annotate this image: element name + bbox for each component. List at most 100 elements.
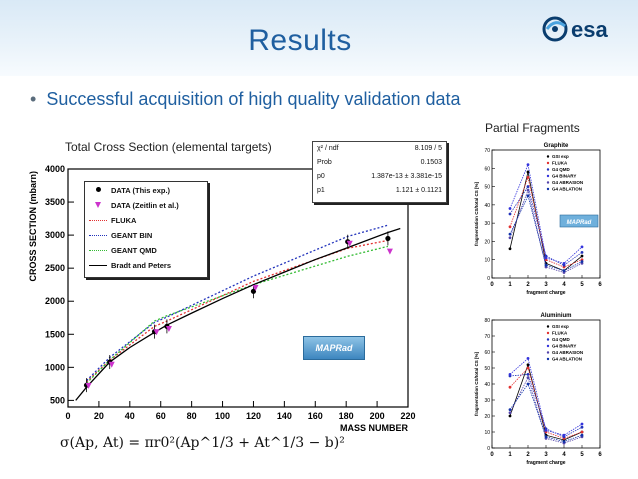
data-point [385,235,391,242]
y-tick-label: 2000 [45,296,65,306]
data-point [580,251,584,254]
legend-label: G4 ABRASION [552,350,583,355]
legend-label: G4 ABLATION [552,187,582,192]
x-tick-label: 6 [598,282,602,288]
x-tick-label: 140 [277,411,292,421]
y-tick-label: 0 [487,276,490,282]
legend-label: Bradt and Peters [111,261,172,270]
series-line [509,175,583,268]
legend-label: GEANT BIN [111,231,153,240]
x-tick-label: 4 [562,282,566,288]
data-point [526,194,530,198]
series-line [75,227,401,401]
bullet-dot-icon: • [30,89,37,109]
y-tick-label: 1500 [45,329,65,339]
stat-row: p0 1.387e-13 ± 3.381e-15 [317,173,442,185]
y-tick-label: 40 [484,382,490,388]
data-point [580,433,584,437]
x-tick-label: 40 [125,411,135,421]
legend-marker [546,331,550,335]
legend-label: GSI exp [552,324,569,329]
legend-swatch [89,250,107,251]
data-point [580,422,584,426]
data-point [508,385,512,389]
data-point [508,232,512,236]
data-point [250,288,257,294]
legend-label: G4 BINARY [552,344,576,349]
stat-title: χ² / ndf [317,145,339,152]
data-point [580,430,584,434]
main-chart-legend: DATA (This exp.) DATA (Zeitlin et al.) FLU… [84,181,208,278]
legend-label: G4 ABLATION [552,357,582,362]
y-tick-label: 60 [484,350,490,356]
legend-triangle-icon [95,202,101,208]
data-point [580,245,584,249]
x-tick-label: 100 [215,411,230,421]
maprad-badge-small [559,214,599,228]
x-tick-label: 6 [598,452,602,458]
data-point [580,260,584,263]
legend-label: G4 ABRASION [552,180,583,185]
fit-stat-box: χ² / ndf 8.109 / 5 Prob 0.1503 p0 1.387e… [312,141,447,203]
cross-section-formula: σ(Ap, At) = πr0²(Ap^1/3 + At^1/3 − b)² [60,435,345,451]
data-point [526,163,530,167]
stat-row: p1 1.121 ± 0.1121 [317,187,442,199]
x-tick-label: 3 [544,282,548,288]
bullet-text: Successful acquisition of high quality v… [46,89,461,109]
y-tick-label: 2500 [45,263,65,273]
data-point [526,373,530,376]
stat-label: Prob [317,159,332,166]
x-tick-label: 1 [508,452,512,458]
stat-row: Prob 0.1503 [317,159,442,171]
data-point [508,207,512,210]
y-tick-label: 30 [484,221,490,227]
legend-marker [546,357,550,361]
data-point [526,176,530,179]
data-point [252,285,259,291]
data-point [508,414,512,418]
x-tick-label: 2 [526,282,530,288]
data-point [508,212,512,216]
y-tick-label: 70 [484,334,490,340]
y-tick-label: 1000 [45,362,65,372]
x-tick-label: 0 [490,452,494,458]
legend-dot-icon [96,187,101,192]
legend-label: G4 QMD [552,337,571,342]
maprad-badge-label: MAPRad [567,220,592,226]
data-point [165,325,172,332]
legend-marker [546,161,550,165]
series-line [509,194,583,272]
data-point [562,269,566,273]
series-line [509,188,583,273]
data-point [526,170,530,174]
data-point [562,261,566,265]
y-tick-label: 10 [484,430,490,436]
data-point [508,236,512,240]
y-tick-label: 20 [484,239,490,245]
x-tick-label: 1 [508,282,512,288]
caption-right: Partial Fragments [485,121,580,135]
x-tick-label: 160 [308,411,323,421]
data-point [508,411,512,415]
data-point [346,240,353,247]
data-point [85,382,92,389]
data-point [544,263,548,267]
esa-logo: esa [541,14,629,44]
slide-title: Results [248,24,352,57]
y-tick-label: 3000 [45,230,65,240]
x-tick-label: 60 [156,411,166,421]
y-tick-label: 80 [484,318,490,324]
legend-label: DATA (Zeitlin et al.) [111,201,179,210]
stat-value: 0.1503 [420,159,442,166]
x-tick-label: 0 [65,411,70,421]
x-axis-label: fragment charge [526,290,565,296]
data-point [562,440,566,443]
header-band [0,0,638,76]
data-point [562,433,566,437]
y-tick-label: 3500 [45,197,65,207]
x-tick-label: 5 [580,452,584,458]
legend-swatch [89,220,107,221]
x-tick-label: 200 [370,411,385,421]
data-point [508,373,512,376]
